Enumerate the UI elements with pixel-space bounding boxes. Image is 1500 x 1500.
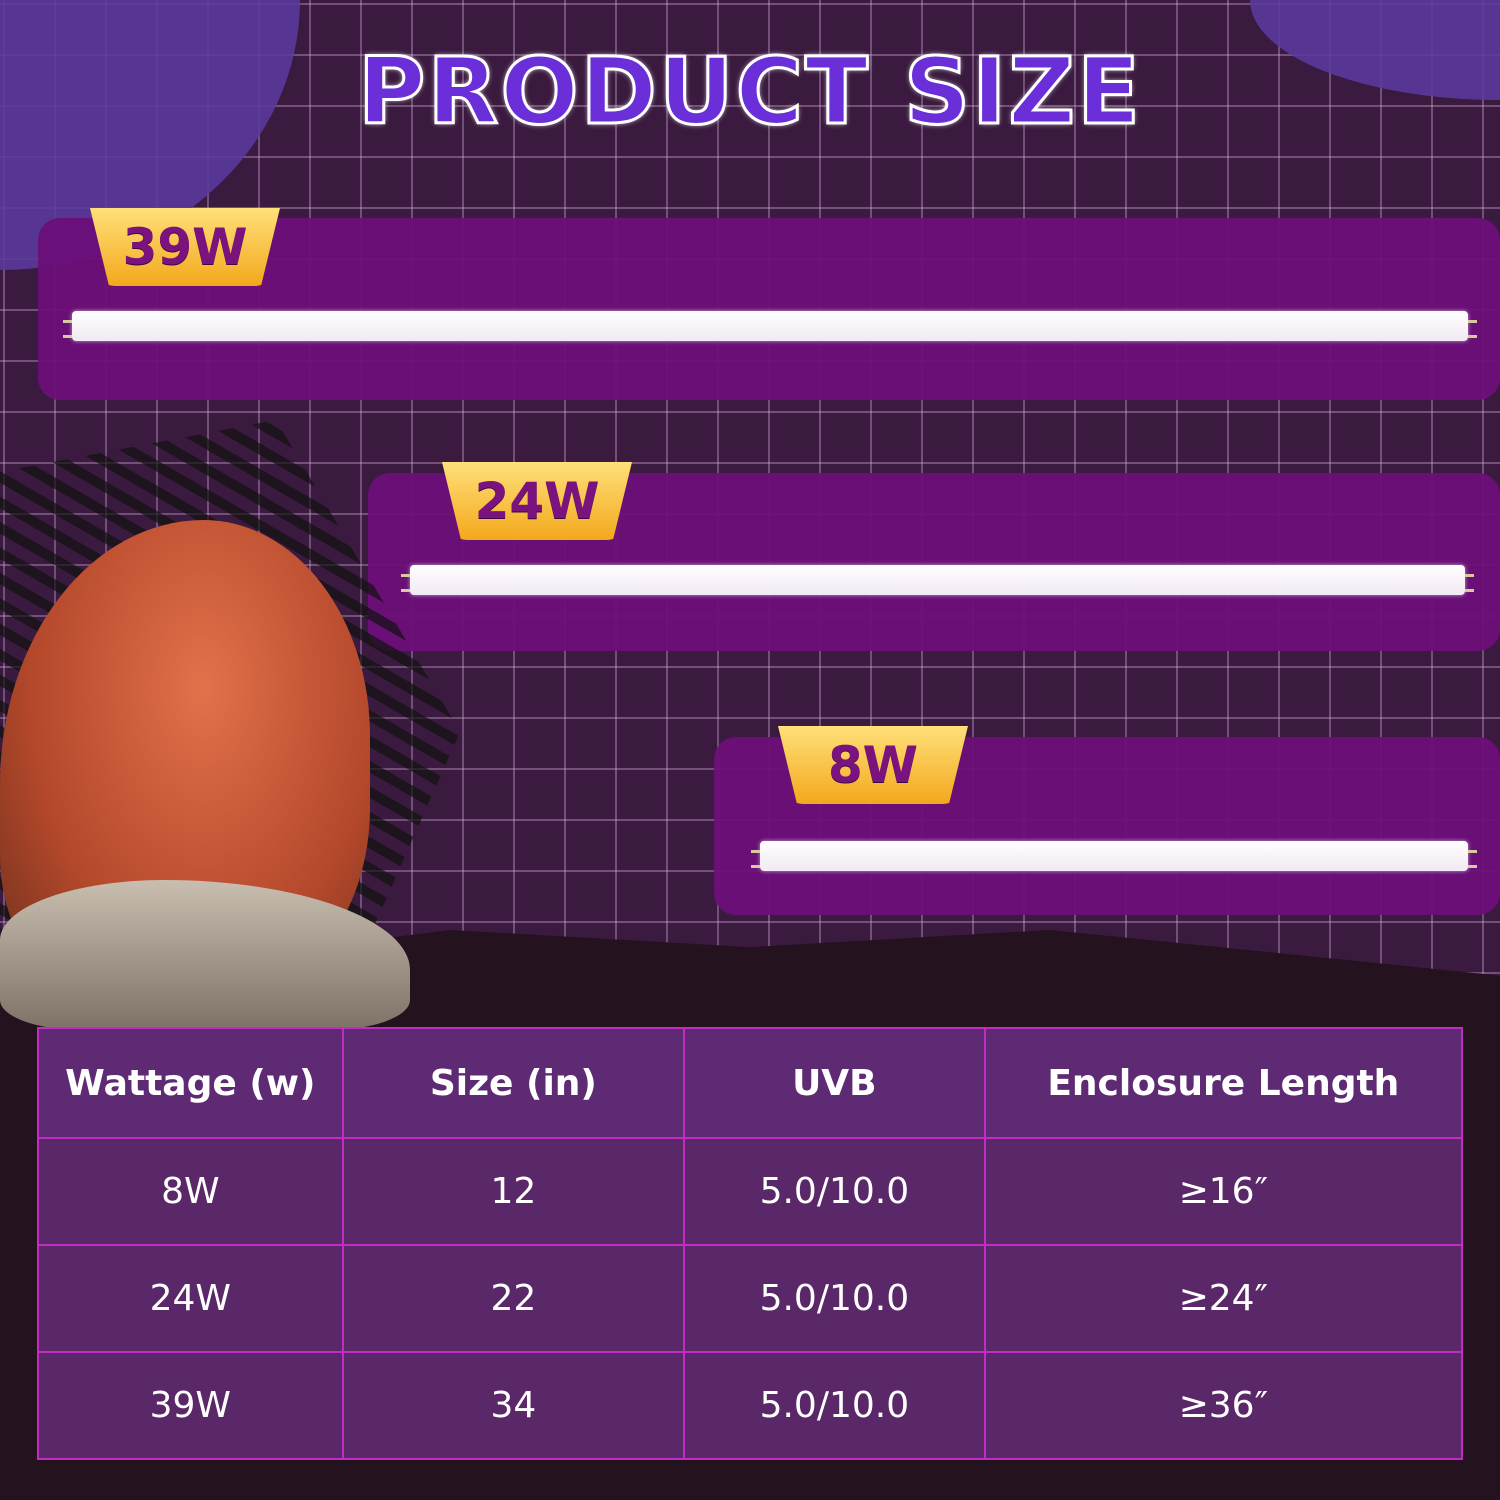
header-enclosure-length: Enclosure Length: [983, 1027, 1464, 1139]
spec-table: Wattage (w) Size (in) UVB Enclosure Leng…: [37, 1027, 1464, 1460]
cell-enclosure: ≥36″: [983, 1351, 1464, 1460]
header-wattage: Wattage (w): [37, 1027, 344, 1139]
badge-39w: 39W: [90, 208, 280, 286]
cell-wattage: 24W: [37, 1244, 344, 1353]
cell-size: 22: [341, 1244, 686, 1353]
page-title: PRODUCT SIZE: [357, 37, 1142, 147]
header-uvb: UVB: [683, 1027, 986, 1139]
product-panel-39w: [38, 218, 1500, 400]
table-row: 24W 22 5.0/10.0 ≥24″: [37, 1244, 1464, 1353]
table-row: 8W 12 5.0/10.0 ≥16″: [37, 1137, 1464, 1246]
cell-enclosure: ≥16″: [983, 1137, 1464, 1246]
uvb-tube-24w: [401, 565, 1474, 595]
header-size: Size (in): [341, 1027, 686, 1139]
cell-wattage: 39W: [37, 1351, 344, 1460]
table-header-row: Wattage (w) Size (in) UVB Enclosure Leng…: [37, 1027, 1464, 1139]
cell-uvb: 5.0/10.0: [683, 1351, 986, 1460]
cell-enclosure: ≥24″: [983, 1244, 1464, 1353]
table-row: 39W 34 5.0/10.0 ≥36″: [37, 1351, 1464, 1460]
cell-wattage: 8W: [37, 1137, 344, 1246]
uvb-tube-8w: [751, 841, 1477, 871]
badge-8w: 8W: [778, 726, 968, 804]
cell-uvb: 5.0/10.0: [683, 1137, 986, 1246]
uvb-tube-39w: [63, 311, 1477, 341]
badge-24w: 24W: [442, 462, 632, 540]
cell-size: 12: [341, 1137, 686, 1246]
cell-uvb: 5.0/10.0: [683, 1244, 986, 1353]
cell-size: 34: [341, 1351, 686, 1460]
